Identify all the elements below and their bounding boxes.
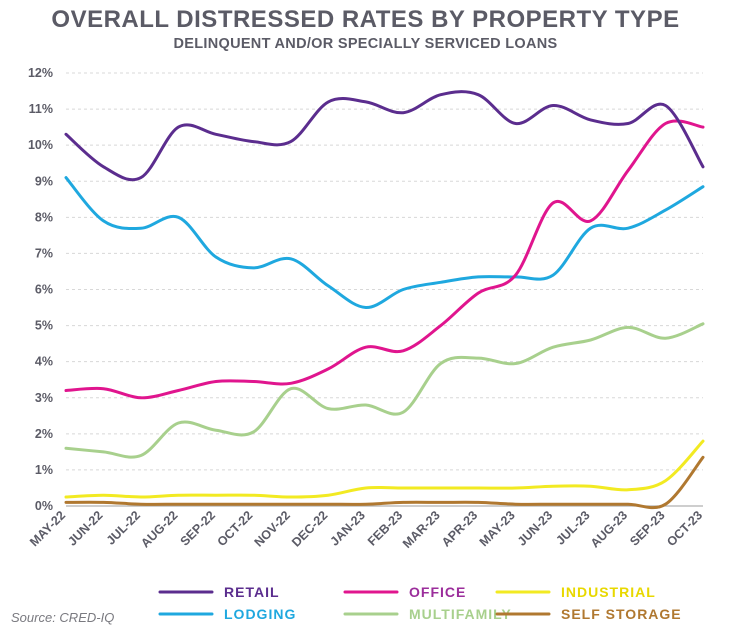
y-tick-label: 3% bbox=[35, 391, 53, 405]
legend-label-industrial: INDUSTRIAL bbox=[561, 584, 656, 600]
legend-label-retail: RETAIL bbox=[224, 584, 280, 600]
y-tick-label: 10% bbox=[28, 138, 53, 152]
y-tick-label: 2% bbox=[35, 427, 53, 441]
y-tick-label: 6% bbox=[35, 283, 53, 297]
x-tick-label: NOV-22 bbox=[252, 508, 293, 549]
legend-label-lodging: LODGING bbox=[224, 606, 296, 622]
series-line-retail bbox=[64, 90, 705, 182]
y-tick-label: 0% bbox=[35, 499, 53, 513]
x-tick-label: JUN-22 bbox=[65, 508, 105, 548]
x-tick-label: MAY-22 bbox=[27, 508, 68, 549]
series-line-lodging bbox=[64, 176, 705, 310]
y-axis-ticks: 0% 1% 2% 3% 4% 5% 6% 7% 8% 9% 10% 11% 12% bbox=[28, 66, 53, 513]
chart-subtitle: DELINQUENT AND/OR SPECIALLY SERVICED LOA… bbox=[173, 36, 558, 52]
series-line-industrial bbox=[64, 439, 705, 499]
y-tick-label: 8% bbox=[35, 210, 53, 224]
x-tick-label: OCT-23 bbox=[664, 508, 705, 549]
x-tick-label: APR-23 bbox=[439, 508, 480, 549]
y-tick-label: 9% bbox=[35, 174, 53, 188]
x-tick-label: JUL-22 bbox=[104, 508, 143, 547]
x-tick-label: SEP-22 bbox=[178, 508, 218, 548]
x-tick-label: DEC-22 bbox=[289, 508, 330, 549]
gridlines bbox=[66, 72, 703, 507]
series-lines bbox=[64, 90, 705, 510]
series-line-multifamily bbox=[64, 322, 705, 459]
legend: RETAIL OFFICE INDUSTRIAL LODGING MULTIFAMILY… bbox=[158, 584, 682, 622]
y-tick-label: 4% bbox=[35, 355, 53, 369]
x-tick-label: AUG-23 bbox=[588, 508, 630, 550]
y-tick-label: 5% bbox=[35, 319, 53, 333]
legend-label-multifamily: MULTIFAMILY bbox=[409, 606, 512, 622]
x-tick-label: MAY-23 bbox=[477, 508, 518, 549]
x-tick-label: AUG-22 bbox=[138, 508, 180, 550]
legend-label-self-storage: SELF STORAGE bbox=[561, 606, 682, 622]
x-tick-label: MAR-23 bbox=[400, 508, 443, 551]
y-tick-label: 7% bbox=[35, 246, 53, 260]
y-tick-label: 12% bbox=[28, 66, 53, 80]
x-tick-label: JUN-23 bbox=[515, 508, 555, 548]
x-tick-label: OCT-22 bbox=[215, 508, 256, 549]
x-tick-label: SEP-23 bbox=[627, 508, 667, 548]
source-note: Source: CRED-IQ bbox=[11, 610, 115, 625]
x-axis-ticks: MAY-22JUN-22JUL-22AUG-22SEP-22OCT-22NOV-… bbox=[27, 508, 705, 551]
x-tick-label: JUL-23 bbox=[553, 508, 592, 547]
chart-title: OVERALL DISTRESSED RATES BY PROPERTY TYP… bbox=[51, 6, 680, 33]
legend-label-office: OFFICE bbox=[409, 584, 466, 600]
x-tick-label: FEB-23 bbox=[365, 508, 405, 548]
series-line-office bbox=[64, 119, 705, 400]
y-tick-label: 11% bbox=[29, 102, 53, 116]
series-line-self-storage bbox=[64, 455, 705, 510]
y-tick-label: 1% bbox=[35, 463, 53, 477]
x-tick-label: JAN-23 bbox=[328, 508, 368, 548]
